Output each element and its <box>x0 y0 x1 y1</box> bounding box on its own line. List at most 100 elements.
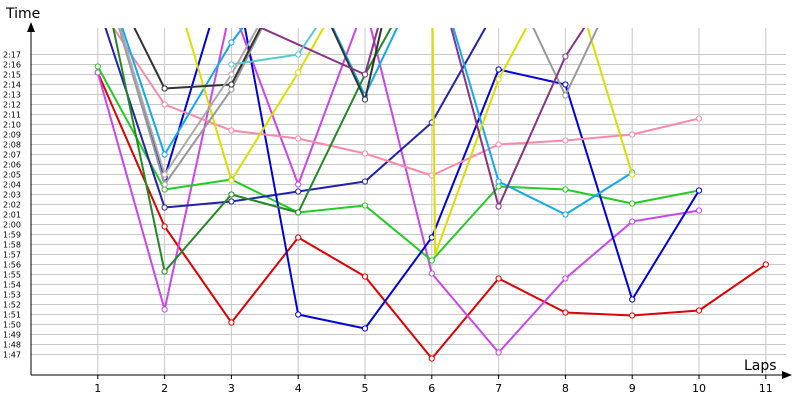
data-point <box>161 268 168 275</box>
data-point <box>495 66 502 73</box>
y-tick-label: 1:47 <box>3 351 21 360</box>
y-tick-label: 1:56 <box>3 261 21 270</box>
y-tick-label: 1:54 <box>3 281 21 290</box>
data-point <box>428 355 435 362</box>
data-point <box>562 309 569 316</box>
data-point <box>629 312 636 319</box>
data-point <box>562 53 569 60</box>
data-point <box>161 223 168 230</box>
y-tick-label: 1:55 <box>3 271 21 280</box>
series-line <box>119 28 259 176</box>
y-tick-label: 2:05 <box>3 171 21 180</box>
data-point <box>295 209 302 216</box>
series-line <box>185 28 634 256</box>
y-tick-label: 2:01 <box>3 211 21 220</box>
series-11 <box>133 28 383 103</box>
data-point <box>161 204 168 211</box>
data-point <box>295 69 302 76</box>
y-tick-label: 2:12 <box>3 101 21 110</box>
x-axis-title: Laps <box>744 358 777 374</box>
data-point <box>695 115 703 122</box>
data-point <box>295 135 302 142</box>
data-point <box>295 188 302 195</box>
series-line <box>112 28 700 177</box>
x-tick-label: 6 <box>428 382 435 395</box>
data-point <box>161 181 168 188</box>
x-tick-label: 8 <box>562 382 569 395</box>
data-point <box>495 183 502 190</box>
y-tick-label: 2:10 <box>3 121 21 130</box>
y-tick-label: 2:00 <box>3 221 21 230</box>
data-point <box>361 71 369 78</box>
data-point <box>228 61 235 68</box>
y-tick-label: 1:48 <box>3 341 21 350</box>
series-line <box>96 66 700 262</box>
series-14 <box>119 28 259 178</box>
x-tick-label: 3 <box>228 382 235 395</box>
data-point <box>762 261 769 268</box>
x-tick-label: 2 <box>161 382 168 395</box>
data-point <box>228 191 235 198</box>
data-point <box>428 270 435 277</box>
x-tick-label: 9 <box>629 382 636 395</box>
data-point <box>228 71 235 78</box>
y-tick-label: 2:13 <box>3 91 21 100</box>
series-13 <box>228 28 318 68</box>
y-tick-label: 2:08 <box>3 141 21 150</box>
series-6 <box>112 28 703 179</box>
data-point <box>562 275 569 282</box>
data-point <box>428 257 435 264</box>
data-point <box>695 207 703 214</box>
y-tick-label: 2:14 <box>3 81 21 90</box>
y-tick-label: 1:49 <box>3 331 21 340</box>
y-tick-label: 1:51 <box>3 311 21 320</box>
data-point <box>629 218 636 225</box>
data-point <box>695 307 703 314</box>
data-point <box>495 141 502 148</box>
data-point <box>361 178 369 185</box>
data-point <box>361 202 369 209</box>
data-point <box>94 63 101 70</box>
y-tick-label: 2:15 <box>3 71 21 80</box>
series-line <box>133 28 383 101</box>
data-point <box>361 273 369 280</box>
y-tick-label: 1:57 <box>3 251 21 260</box>
data-point <box>161 306 168 313</box>
y-tick-label: 2:02 <box>3 201 21 210</box>
data-point <box>562 186 569 193</box>
y-tick-label: 2:11 <box>3 111 21 120</box>
y-tick-label: 2:04 <box>3 181 21 190</box>
axes: Time Laps <box>5 6 792 379</box>
y-tick-label: 2:03 <box>3 191 21 200</box>
data-point <box>228 81 235 88</box>
x-tick-label: 11 <box>759 382 773 395</box>
data-point <box>629 200 636 207</box>
data-point <box>495 203 502 210</box>
data-point <box>161 151 168 158</box>
data-point <box>228 319 235 326</box>
data-point <box>361 96 369 103</box>
data-point <box>295 51 302 58</box>
data-point <box>295 181 302 188</box>
data-point <box>562 92 569 99</box>
x-axis-arrow-icon <box>782 371 792 379</box>
y-tick-label: 1:50 <box>3 321 21 330</box>
tick-labels: 2:172:162:152:142:132:122:112:102:092:08… <box>3 51 773 396</box>
data-point <box>428 234 435 241</box>
series-2 <box>94 28 703 356</box>
y-tick-label: 1:52 <box>3 301 21 310</box>
data-point <box>361 150 369 157</box>
data-point <box>228 39 235 46</box>
data-point <box>295 234 302 241</box>
data-point <box>361 325 369 332</box>
grid <box>31 28 786 375</box>
y-tick-label: 2:06 <box>3 161 21 170</box>
y-tick-label: 2:17 <box>3 51 21 60</box>
y-tick-label: 1:53 <box>3 291 21 300</box>
series-line <box>96 28 700 354</box>
data-point <box>629 296 636 303</box>
data-point <box>161 186 168 193</box>
x-tick-label: 4 <box>295 382 302 395</box>
